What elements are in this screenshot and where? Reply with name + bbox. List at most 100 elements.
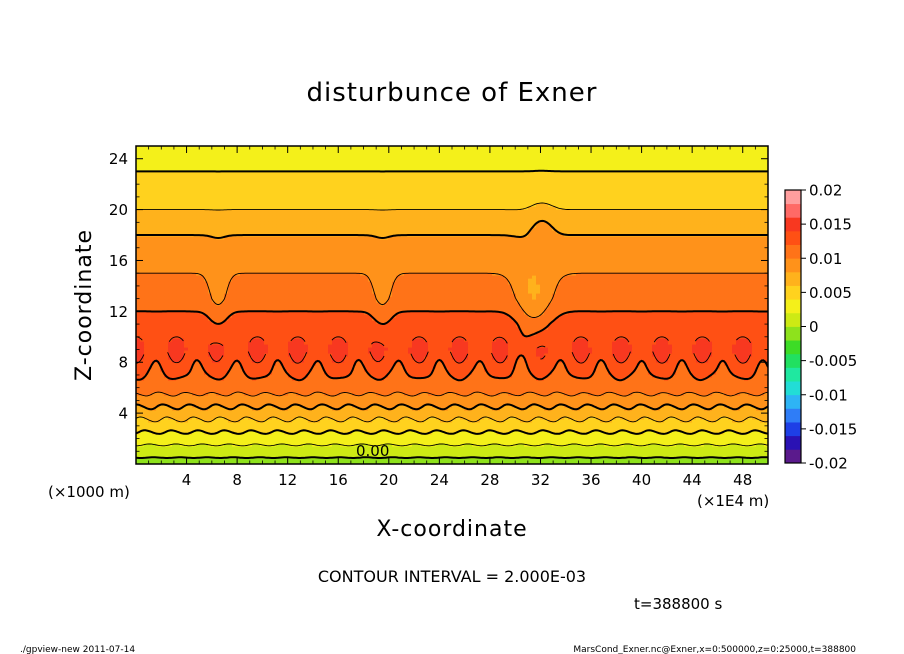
field-cell (708, 449, 713, 453)
field-cell (696, 440, 701, 444)
field-cell (456, 452, 461, 456)
field-cell (388, 440, 393, 444)
field-cell (552, 458, 557, 462)
field-cell (476, 440, 481, 444)
field-cell (624, 458, 629, 462)
field-cell (664, 458, 669, 462)
field-cell (560, 452, 565, 456)
field-cell (660, 452, 665, 456)
field-cell (296, 452, 301, 456)
field-cell (160, 458, 165, 462)
field-cell (404, 434, 409, 438)
field-cell (760, 443, 765, 447)
field-cell (204, 446, 209, 450)
field-cell (440, 446, 445, 450)
field-cell (468, 440, 473, 444)
field-cell (316, 440, 321, 444)
field-cell (712, 434, 717, 438)
field-cell (680, 443, 685, 447)
field-cell (276, 458, 281, 462)
field-cell (704, 458, 709, 462)
field-cell (440, 449, 445, 453)
field-cell (720, 452, 725, 456)
field-cell (248, 437, 253, 441)
field-cell (400, 458, 405, 462)
field-cell (632, 458, 637, 462)
field-cell (440, 434, 445, 438)
field-cell (440, 452, 445, 456)
field-cell (332, 458, 337, 462)
field-cell (744, 437, 749, 441)
field-cell (628, 446, 633, 450)
field-cell (672, 455, 677, 459)
field-cell (528, 443, 533, 447)
field-cell (224, 443, 229, 447)
field-cell (764, 458, 768, 462)
field-cell (752, 452, 757, 456)
field-cell (456, 455, 461, 459)
field-cell (456, 449, 461, 453)
field-cell (544, 452, 549, 456)
field-cell (288, 461, 293, 464)
field-cell (508, 446, 513, 450)
field-cell (720, 461, 725, 464)
field-cell (204, 449, 209, 453)
field-cell (164, 452, 169, 456)
field-cell (504, 440, 509, 444)
field-cell (688, 458, 693, 462)
field-cell (208, 452, 213, 456)
field-cell (724, 446, 729, 450)
field-cell (616, 446, 621, 450)
field-cell (348, 440, 353, 444)
field-cell (284, 461, 289, 464)
field-cell (472, 461, 477, 464)
field-cell (652, 437, 657, 441)
field-cell (576, 458, 581, 462)
field-cell (480, 458, 485, 462)
field-cell (436, 443, 441, 447)
field-cell (528, 437, 533, 441)
field-cell (172, 437, 177, 441)
field-cell (324, 458, 329, 462)
field-cell (248, 455, 253, 459)
field-cell (568, 446, 573, 450)
field-cell (300, 455, 305, 459)
field-cell (484, 449, 489, 453)
field-cell (236, 446, 241, 450)
field-cell (560, 455, 565, 459)
field-cell (504, 452, 509, 456)
field-cell (356, 449, 361, 453)
field-cell (600, 443, 605, 447)
field-cell (668, 443, 673, 447)
field-cell (720, 446, 725, 450)
field-cell (740, 452, 745, 456)
field-cell (180, 446, 185, 450)
field-cell (668, 452, 673, 456)
field-cell (736, 452, 741, 456)
field-cell (252, 449, 257, 453)
field-cell (312, 440, 317, 444)
field-cell (652, 458, 657, 462)
field-cell (156, 440, 161, 444)
field-cell (464, 449, 469, 453)
field-cell (624, 461, 629, 464)
field-cell (148, 446, 153, 450)
field-cell (692, 446, 697, 450)
field-cell (404, 458, 409, 462)
field-cell (580, 440, 585, 444)
field-cell (764, 461, 768, 464)
field-cell (380, 455, 385, 459)
field-cell (512, 440, 517, 444)
field-cell (460, 461, 465, 464)
field-cell (760, 452, 765, 456)
field-cell (676, 443, 681, 447)
field-cell (448, 440, 453, 444)
field-cell (412, 434, 417, 438)
field-cell (248, 452, 253, 456)
field-cell (296, 455, 301, 459)
field-cell (172, 434, 177, 438)
field-cell (492, 434, 497, 438)
field-cell (516, 443, 521, 447)
field-cell (612, 437, 617, 441)
field-cell (240, 446, 245, 450)
